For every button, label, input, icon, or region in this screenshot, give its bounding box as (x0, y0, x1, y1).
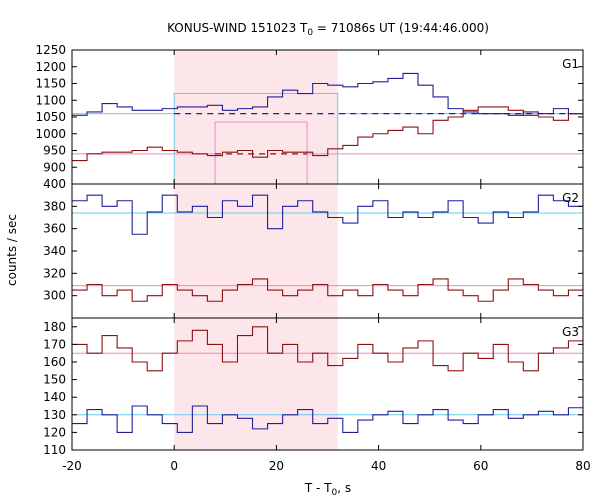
y-tick-label: 950 (43, 144, 66, 158)
panel-g1 (72, 72, 583, 184)
interval-level-pink (214, 121, 308, 184)
y-tick-label: 900 (43, 160, 66, 174)
series-g1-blue (72, 72, 583, 118)
panel-g2 (72, 194, 583, 302)
y-axis-label: counts / sec (5, 214, 19, 286)
y-tick-label: 1200 (35, 60, 66, 74)
highlight-layer (174, 50, 338, 450)
x-tick-label: 80 (575, 459, 590, 473)
y-tick-label: 1000 (35, 127, 66, 141)
y-tick-label: 120 (43, 425, 66, 439)
x-tick-label: 60 (473, 459, 488, 473)
y-tick-label: 1100 (35, 93, 66, 107)
panel-frame-g3 (71, 317, 584, 451)
y-tick-label: 150 (43, 373, 66, 387)
panel-label-g1: G1 (562, 57, 579, 71)
series-g3-red (72, 326, 583, 372)
series-g1-red (72, 106, 583, 162)
y-tick-label: 320 (43, 266, 66, 280)
series-g2-red (72, 278, 583, 302)
axis-layer: 900950100010501100115012001250G130032034… (35, 43, 590, 473)
x-tick-label: -20 (62, 459, 82, 473)
y-tick-label: 1150 (35, 77, 66, 91)
y-tick-label: 1050 (35, 110, 66, 124)
y-tick-label: 170 (43, 337, 66, 351)
highlight-interval (174, 50, 338, 450)
x-tick-label: 40 (371, 459, 386, 473)
chart-title: KONUS-WIND 151023 T0 = 71086s UT (19:44:… (167, 21, 489, 38)
x-tick-label: 20 (269, 459, 284, 473)
panel-label-g3: G3 (562, 325, 579, 339)
y-tick-label: 400 (43, 177, 66, 191)
series-g3-blue (72, 403, 583, 433)
x-axis-label: T - T0, s (304, 481, 351, 498)
y-tick-label: 380 (43, 199, 66, 213)
x-tick-label: 0 (170, 459, 178, 473)
y-tick-label: 340 (43, 244, 66, 258)
interval-level-cyan (173, 93, 339, 184)
y-tick-label: 360 (43, 222, 66, 236)
panel-label-g2: G2 (562, 191, 579, 205)
y-tick-label: 130 (43, 408, 66, 422)
y-tick-label: 160 (43, 355, 66, 369)
series-g2-blue (72, 194, 583, 235)
y-tick-label: 1250 (35, 43, 66, 57)
y-tick-label: 300 (43, 289, 66, 303)
y-tick-label: 110 (43, 443, 66, 457)
panel-g3 (72, 326, 583, 433)
y-tick-label: 140 (43, 390, 66, 404)
y-tick-label: 180 (43, 320, 66, 334)
plot-layer (72, 72, 583, 433)
